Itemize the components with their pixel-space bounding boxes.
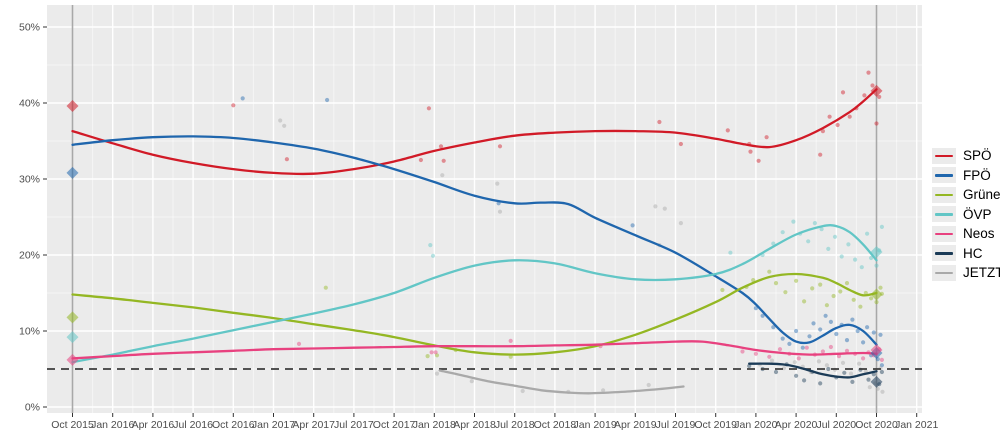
- election-results-hc: [870, 375, 883, 388]
- x-tick-label: Jul 2017: [334, 419, 374, 431]
- x-tick-label: Apr 2018: [453, 419, 496, 431]
- x-tick-label: Apr 2017: [292, 419, 335, 431]
- y-tick-label: 0%: [25, 402, 40, 414]
- x-tick-label: Oct 2018: [534, 419, 577, 431]
- x-tick-label: Oct 2015: [51, 419, 94, 431]
- legend-item-gruene: Grüne: [932, 185, 1000, 205]
- legend: SPÖ FPÖ Grüne ÖVP Neos HC JETZT: [932, 146, 1000, 283]
- trend-line-jetzt: [438, 369, 685, 395]
- x-tick-label: Apr 2020: [775, 419, 818, 431]
- legend-key-fpoe: [932, 167, 956, 184]
- poll-points-spoe: [231, 70, 882, 163]
- legend-line-swatch-oevp: [935, 213, 953, 216]
- legend-line-swatch-neos: [935, 232, 953, 235]
- x-tick-label: Oct 2019: [694, 419, 737, 431]
- x-tick-label: Jul 2016: [173, 419, 213, 431]
- x-tick-label: Apr 2019: [614, 419, 657, 431]
- y-axis-labels: 0% 10% 20% 30% 40% 50%: [19, 22, 40, 414]
- legend-line-swatch-hc: [935, 252, 953, 255]
- y-tick-label: 30%: [19, 174, 40, 186]
- legend-label-gruene: Grüne: [963, 187, 1000, 202]
- x-tick-label: Jan 2017: [252, 419, 295, 431]
- x-tick-label: Jul 2020: [816, 419, 856, 431]
- election-results-gruene: [66, 288, 883, 324]
- legend-line-swatch-fpoe: [935, 174, 953, 177]
- axis-tick-marks: [43, 26, 918, 417]
- x-tick-label: Jul 2019: [656, 419, 696, 431]
- election-results-spoe: [66, 84, 883, 113]
- legend-item-jetzt: JETZT: [932, 263, 1000, 283]
- legend-key-hc: [932, 245, 956, 262]
- x-tick-label: Jan 2020: [734, 419, 777, 431]
- trend-line-gruene: [71, 272, 878, 356]
- legend-label-fpoe: FPÖ: [963, 167, 991, 183]
- legend-label-spoe: SPÖ: [963, 148, 992, 163]
- legend-key-oevp: [932, 206, 956, 223]
- legend-line-swatch-gruene: [935, 193, 953, 196]
- legend-key-gruene: [932, 186, 956, 203]
- y-tick-label: 50%: [19, 22, 40, 34]
- legend-key-jetzt: [932, 264, 956, 281]
- x-tick-label: Jan 2021: [895, 419, 938, 431]
- poll-points-fpoe: [240, 96, 885, 368]
- poll-points-oevp: [428, 219, 885, 270]
- x-tick-label: Jan 2018: [413, 419, 456, 431]
- x-tick-label: Apr 2016: [132, 419, 175, 431]
- legend-label-neos: Neos: [963, 226, 995, 241]
- y-tick-label: 40%: [19, 98, 40, 110]
- election-results-neos: [66, 344, 883, 366]
- x-tick-label: Oct 2020: [855, 419, 898, 431]
- trend-line-neos: [71, 340, 878, 360]
- legend-item-hc: HC: [932, 244, 1000, 264]
- legend-item-neos: Neos: [932, 224, 1000, 244]
- legend-key-neos: [932, 225, 956, 242]
- legend-line-swatch-jetzt: [935, 271, 953, 274]
- legend-item-spoe: SPÖ: [932, 146, 1000, 166]
- x-tick-label: Jan 2016: [91, 419, 134, 431]
- election-results-oevp: [66, 245, 883, 344]
- legend-label-oevp: ÖVP: [963, 206, 992, 222]
- x-tick-label: Jul 2018: [495, 419, 535, 431]
- legend-label-jetzt: JETZT: [963, 265, 1000, 280]
- x-tick-label: Jan 2019: [573, 419, 616, 431]
- trend-line-hc: [748, 362, 878, 379]
- trend-line-spoe: [71, 88, 878, 176]
- legend-item-oevp: ÖVP: [932, 205, 1000, 225]
- legend-key-spoe: [932, 147, 956, 164]
- x-tick-label: Oct 2016: [212, 419, 255, 431]
- legend-item-fpoe: FPÖ: [932, 166, 1000, 186]
- y-tick-label: 10%: [19, 326, 40, 338]
- trend-line-oevp: [71, 224, 878, 364]
- trend-line-fpoe: [71, 135, 878, 346]
- x-tick-label: Oct 2017: [373, 419, 416, 431]
- legend-line-swatch-spoe: [935, 154, 953, 157]
- legend-label-hc: HC: [963, 245, 983, 261]
- poll-points-gruene: [323, 269, 885, 359]
- y-tick-label: 20%: [19, 250, 40, 262]
